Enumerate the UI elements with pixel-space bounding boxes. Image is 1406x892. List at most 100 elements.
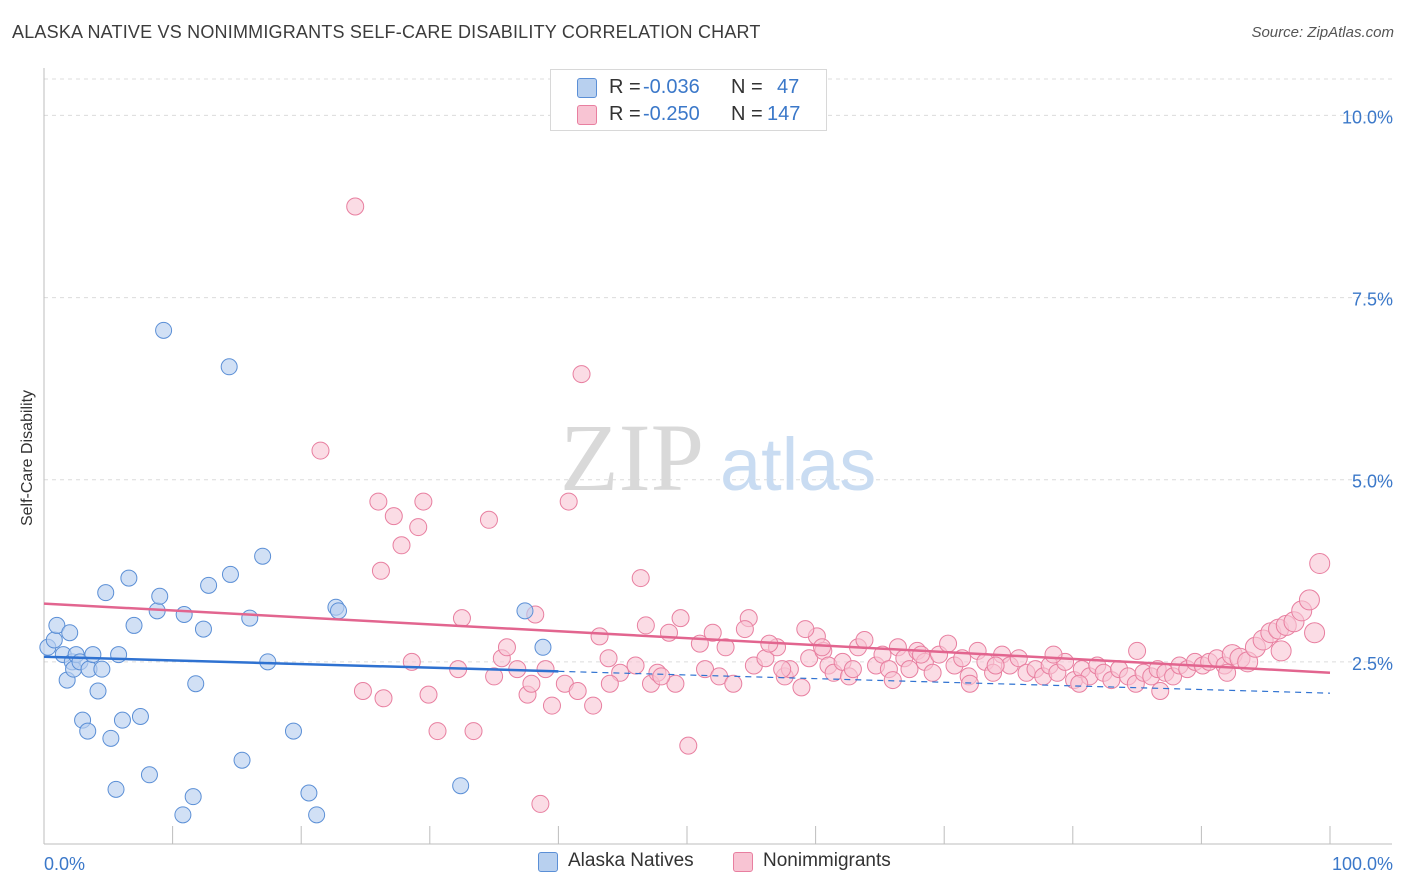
nonimmigrants-point xyxy=(392,536,411,555)
alaska-natives-trend-line xyxy=(43,655,559,673)
nonimmigrants-point xyxy=(572,365,591,384)
grid-lines xyxy=(44,78,1392,663)
nonimmigrants-point xyxy=(346,197,365,216)
axes xyxy=(43,68,1392,845)
chart-source: Source: ZipAtlas.com xyxy=(1251,24,1394,41)
nonimmigrants-point xyxy=(792,678,811,697)
alaska-natives-point xyxy=(79,722,97,740)
legend-r-label: R = xyxy=(609,103,641,125)
alaska-natives-point xyxy=(102,729,120,747)
y-tick-label: 7.5% xyxy=(1352,290,1393,310)
nonimmigrants-point xyxy=(636,616,655,635)
nonimmigrants-point xyxy=(452,609,471,628)
nonimmigrants-point xyxy=(900,660,919,679)
nonimmigrants-point xyxy=(626,656,645,675)
alaska-natives-trend-extension xyxy=(558,670,1331,694)
nonimmigrants-point xyxy=(773,660,792,679)
alaska-natives-point xyxy=(140,766,158,784)
alaska-natives-point xyxy=(45,631,63,649)
nonimmigrants-point xyxy=(374,689,393,708)
watermark-zip: ZIP xyxy=(560,404,704,511)
nonimmigrants-point xyxy=(855,631,874,649)
nonimmigrants-point xyxy=(428,722,447,741)
alaska-natives-point xyxy=(233,751,251,769)
nonimmigrants-point xyxy=(542,696,561,715)
y-tick-label: 2.5% xyxy=(1352,654,1393,674)
nonimmigrants-point xyxy=(813,638,832,657)
alaska-natives-point xyxy=(174,806,192,824)
nonimmigrants-point xyxy=(652,667,671,686)
nonimmigrants-point xyxy=(522,674,541,693)
alaska-natives-point xyxy=(48,616,66,634)
nonimmigrants-point xyxy=(384,507,403,526)
alaska-natives-point xyxy=(329,602,347,620)
nonimmigrants-point xyxy=(724,674,743,693)
x-tick-label: 0.0% xyxy=(44,854,85,874)
alaska-natives-point xyxy=(89,682,107,700)
alaska-natives-point xyxy=(220,358,238,376)
nonimmigrants-point xyxy=(559,492,578,511)
x-tick-label: 100.0% xyxy=(1332,854,1393,874)
nonimmigrants-point xyxy=(939,634,958,653)
alaska-natives-point xyxy=(107,780,125,798)
alaska-natives-point xyxy=(113,711,131,729)
nonimmigrants-point xyxy=(696,660,715,679)
nonimmigrants-point xyxy=(960,674,979,693)
alaska-natives-point xyxy=(284,722,302,740)
alaska-natives-point xyxy=(300,784,318,802)
nonimmigrants-point xyxy=(479,510,498,529)
legend-n-value: 47 xyxy=(777,76,800,98)
nonimmigrants-point xyxy=(1309,553,1331,574)
alaska-natives-point xyxy=(184,788,202,806)
nonimmigrants-point xyxy=(369,492,388,511)
nonimmigrants-point xyxy=(1304,622,1326,644)
nonimmigrants-point xyxy=(568,682,587,700)
legend-r-value: -0.250 xyxy=(643,103,700,125)
bottom-legend-label: Nonimmigrants xyxy=(763,850,891,871)
watermark-atlas: atlas xyxy=(720,423,876,506)
nonimmigrants-point xyxy=(671,609,690,628)
nonimmigrants-point xyxy=(716,638,735,657)
watermark: ZIP atlas xyxy=(560,404,876,511)
alaska-natives-point xyxy=(194,620,212,638)
legend-n-value: 147 xyxy=(767,103,801,125)
alaska-natives-point xyxy=(151,587,169,605)
nonimmigrants-point xyxy=(1151,682,1170,700)
nonimmigrants-point xyxy=(800,649,819,668)
bottom-legend-swatch-blue xyxy=(538,852,558,872)
bottom-legend-swatch-pink xyxy=(733,852,753,872)
alaska-natives-point xyxy=(187,675,205,693)
nonimmigrants-point xyxy=(986,656,1005,675)
nonimmigrants-point xyxy=(843,660,862,679)
alaska-natives-point xyxy=(221,565,239,583)
y-axis-label: Self-Care Disability xyxy=(19,389,36,527)
nonimmigrants-point xyxy=(923,663,942,682)
y-tick-label: 10.0% xyxy=(1342,107,1393,127)
alaska-natives-point xyxy=(254,547,272,565)
legend-r-value: -0.036 xyxy=(643,76,700,98)
nonimmigrants-point xyxy=(1128,641,1147,660)
nonimmigrants-point xyxy=(311,441,330,460)
nonimmigrants-point xyxy=(353,682,372,700)
tick-labels: 2.5% 5.0% 7.5% 10.0% 0.0% 100.0% xyxy=(44,107,1393,874)
alaska-natives-point xyxy=(241,609,259,627)
alaska-natives-point xyxy=(120,569,138,587)
legend: R = -0.036 N = 47 R = -0.250 N = 147 xyxy=(550,69,827,131)
bottom-legend-label: Alaska Natives xyxy=(568,850,694,871)
alaska-natives-points xyxy=(39,321,552,824)
nonimmigrants-point xyxy=(1070,674,1089,693)
nonimmigrants-point xyxy=(666,674,685,693)
alaska-natives-point xyxy=(97,584,115,602)
nonimmigrants-point xyxy=(1298,589,1320,611)
alaska-natives-point xyxy=(200,576,218,594)
alaska-natives-point xyxy=(308,806,326,824)
alaska-natives-point xyxy=(125,616,143,634)
nonimmigrants-point xyxy=(409,518,428,537)
nonimmigrants-point xyxy=(414,492,433,511)
nonimmigrants-point xyxy=(631,569,650,588)
alaska-natives-point xyxy=(84,646,102,664)
trend-lines xyxy=(43,602,1331,694)
alaska-natives-point xyxy=(131,708,149,725)
nonimmigrants-point xyxy=(679,736,698,755)
legend-row-alaska-natives: R = -0.036 N = 47 xyxy=(551,74,826,101)
